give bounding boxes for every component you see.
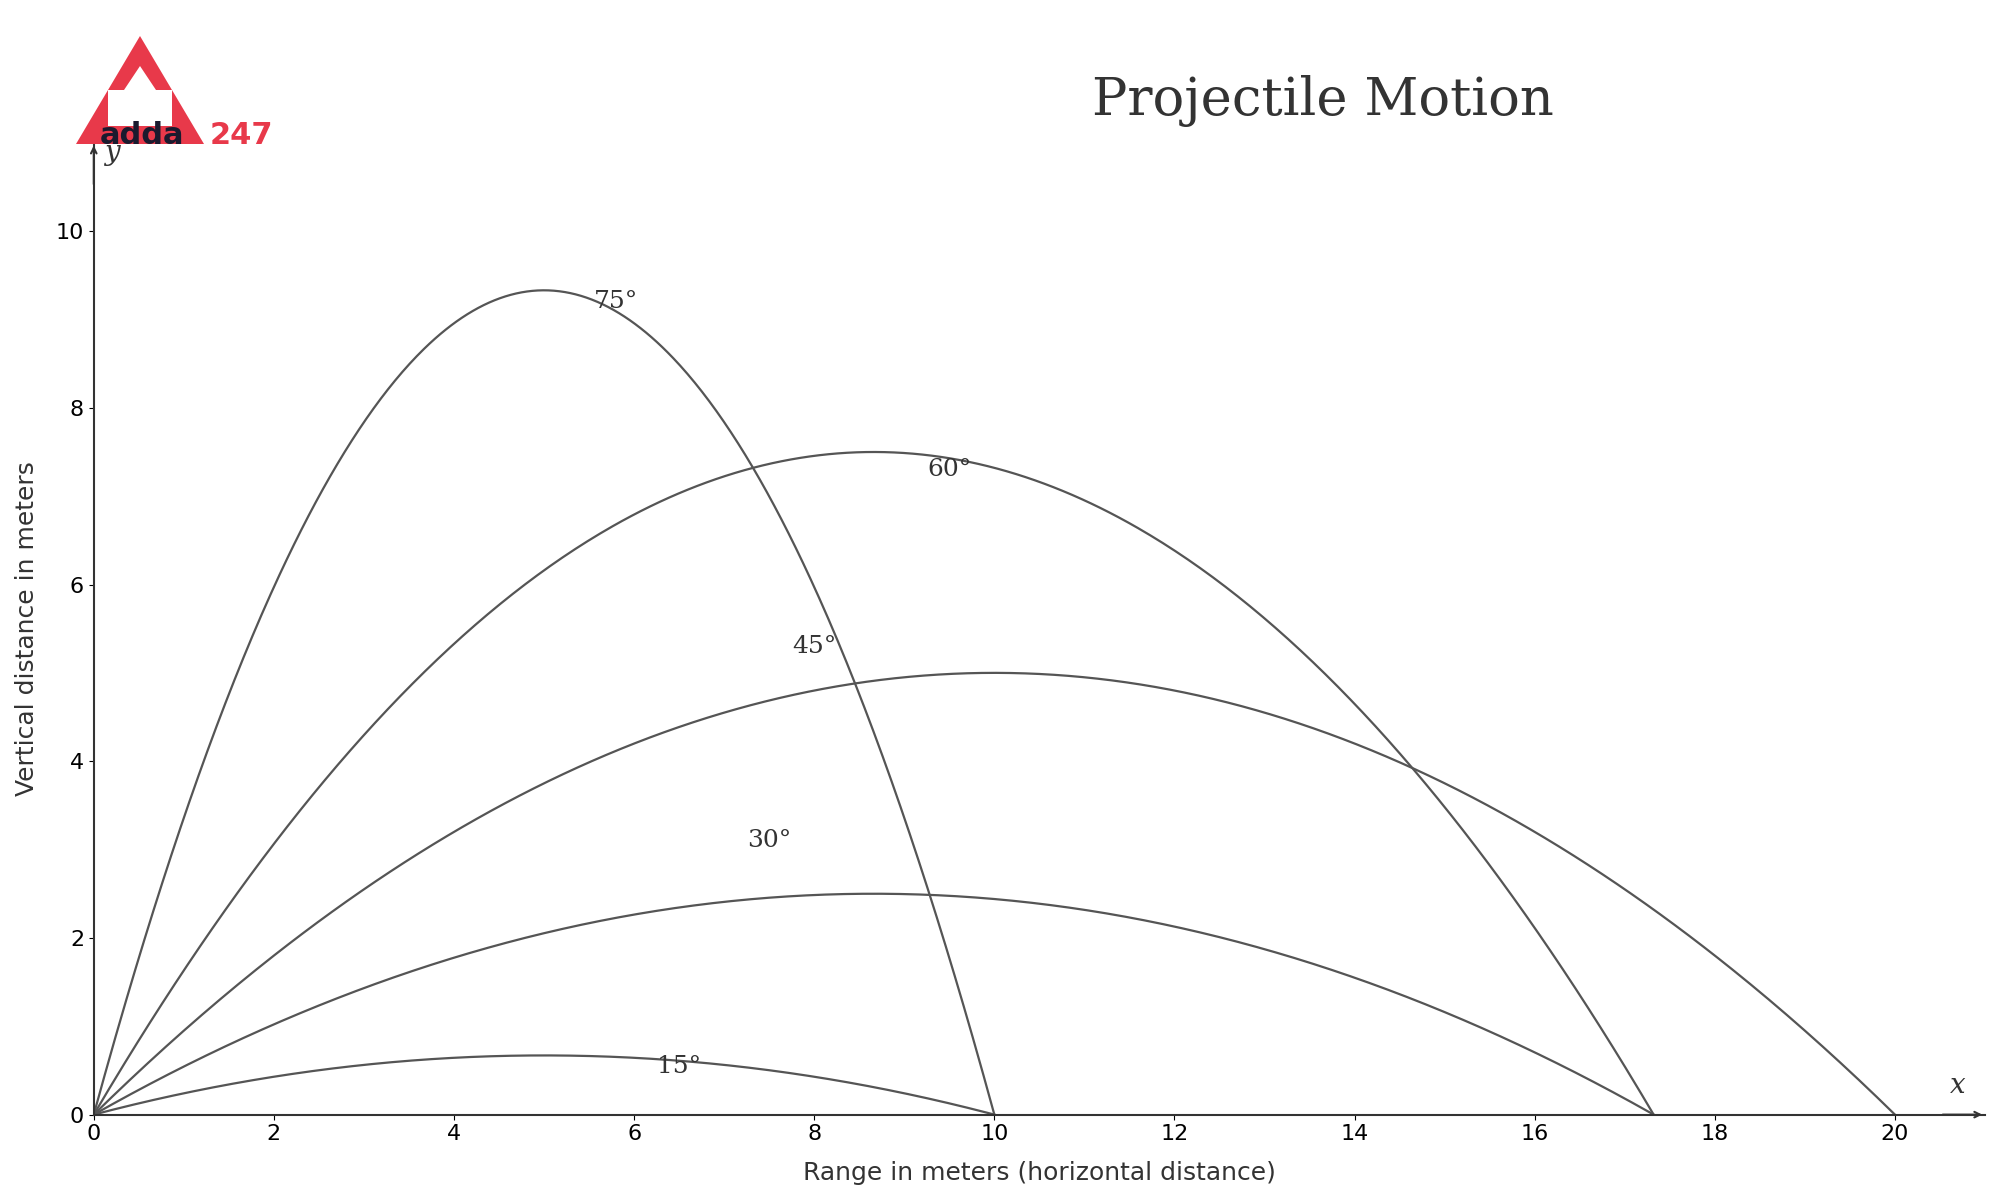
Title: Projectile Motion: Projectile Motion [1092, 74, 1554, 127]
Text: adda: adda [100, 121, 184, 150]
Text: 247: 247 [210, 121, 274, 150]
Text: 30°: 30° [748, 829, 792, 852]
X-axis label: Range in meters (horizontal distance): Range in meters (horizontal distance) [802, 1162, 1276, 1186]
Text: 45°: 45° [792, 635, 836, 658]
Text: 75°: 75° [594, 290, 638, 313]
Text: 15°: 15° [658, 1055, 702, 1078]
Y-axis label: Vertical distance in meters: Vertical distance in meters [14, 461, 40, 796]
Text: x: x [1950, 1072, 1966, 1098]
Text: y: y [104, 139, 120, 167]
Polygon shape [108, 66, 172, 126]
Polygon shape [76, 36, 204, 144]
Text: 60°: 60° [928, 458, 972, 481]
